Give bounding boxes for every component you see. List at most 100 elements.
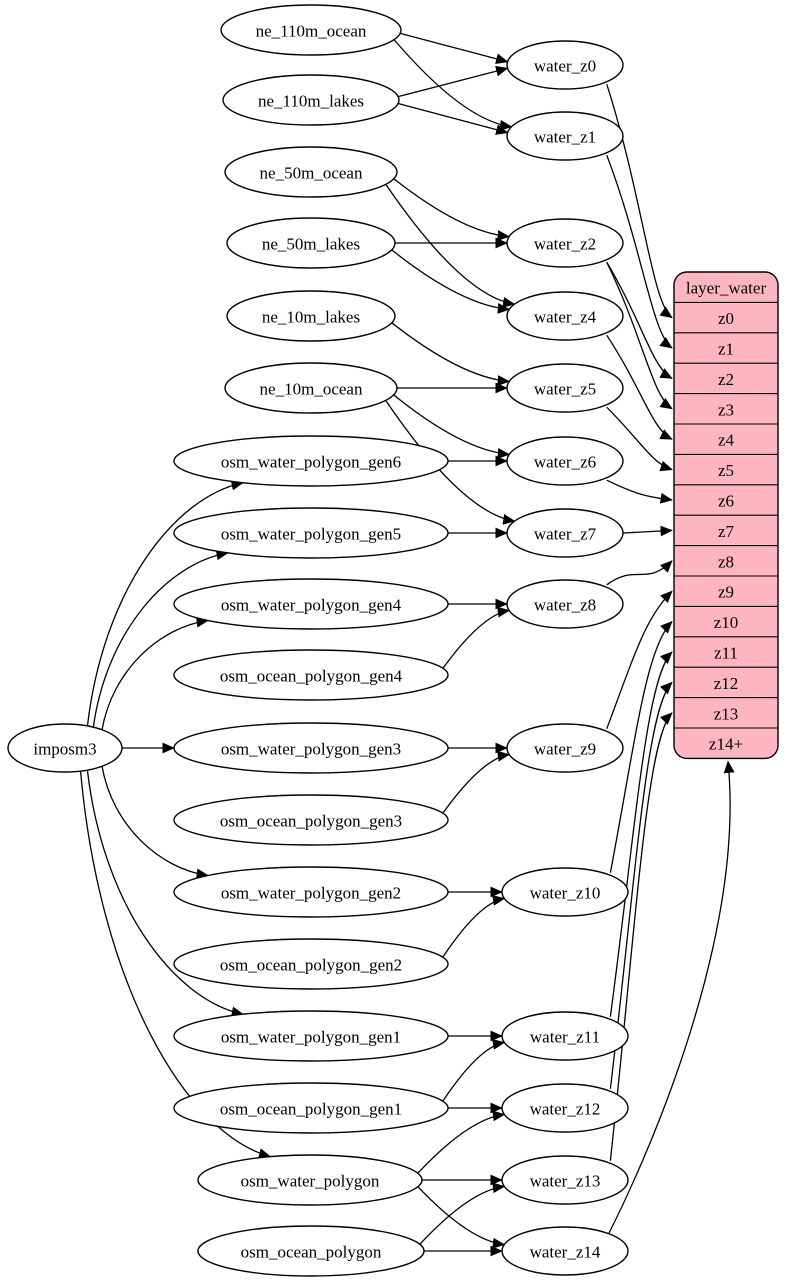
node-ellipse-water_z4 (506, 291, 624, 341)
node-label-osm_ocean_polygon_gen3: osm_ocean_polygon_gen3 (220, 812, 402, 831)
node-label-water_z10: water_z10 (530, 884, 601, 903)
node-ellipse-water_z6 (506, 436, 624, 486)
edge-water_z12-row-z12 (609, 681, 673, 1089)
node-ellipse-ne_50m_ocean (224, 146, 398, 198)
node-ellipse-osm_ocean_polygon_gen4 (173, 649, 449, 701)
node-ellipse-osm_water_polygon_gen2 (173, 866, 449, 918)
edge-ne_50m_lakes-water_z4 (391, 249, 511, 314)
node-ne_50m_ocean: ne_50m_ocean (224, 146, 398, 198)
node-water_z5: water_z5 (506, 363, 624, 413)
node-label-water_z12: water_z12 (530, 1100, 601, 1119)
node-ne_110m_lakes: ne_110m_lakes (222, 74, 400, 126)
record-row-label-z10: z10 (714, 613, 739, 632)
node-label-imposm3: imposm3 (33, 740, 96, 759)
edge-ne_110m_ocean-water_z0 (399, 32, 509, 65)
edge-ne_10m_ocean-water_z7 (385, 400, 516, 525)
node-water_z4: water_z4 (506, 291, 624, 341)
node-ellipse-osm_ocean_polygon (197, 1225, 425, 1277)
node-label-osm_water_polygon_gen4: osm_water_polygon_gen4 (221, 596, 402, 615)
node-ellipse-water_z0 (506, 40, 624, 90)
edge-water_z4-row-z4 (606, 334, 673, 440)
node-osm_water_polygon_gen6: osm_water_polygon_gen6 (173, 435, 449, 487)
node-ellipse-water_z9 (506, 723, 624, 773)
node-ellipse-ne_10m_ocean (224, 362, 398, 414)
record-row-label-z12: z12 (714, 674, 739, 693)
node-label-ne_50m_lakes: ne_50m_lakes (262, 235, 360, 254)
node-ellipse-osm_water_polygon_gen1 (173, 1010, 449, 1062)
edge-ne_50m_ocean-water_z4 (385, 183, 516, 308)
node-label-osm_water_polygon: osm_water_polygon (241, 1172, 380, 1191)
edge-water_z5-row-z5 (606, 406, 673, 472)
edge-water_z2-row-z3 (606, 261, 673, 410)
node-label-water_z13: water_z13 (530, 1172, 601, 1191)
edge-ne_50m_ocean-water_z2 (393, 178, 511, 241)
node-label-ne_110m_ocean: ne_110m_ocean (256, 22, 367, 41)
node-ellipse-ne_110m_lakes (222, 74, 400, 126)
record-row-label-z13: z13 (714, 704, 739, 723)
record-row-label-z2: z2 (718, 370, 734, 389)
node-ellipse-water_z2 (506, 218, 624, 268)
edge-water_z1-row-z1 (606, 154, 673, 349)
node-label-water_z14: water_z14 (530, 1243, 601, 1262)
node-water_z9: water_z9 (506, 723, 624, 773)
node-label-osm_water_polygon_gen2: osm_water_polygon_gen2 (221, 884, 401, 903)
node-water_z13: water_z13 (501, 1155, 629, 1205)
node-osm_water_polygon_gen5: osm_water_polygon_gen5 (173, 507, 449, 559)
node-ellipse-water_z7 (506, 508, 624, 558)
edge-water_z9-row-z9 (606, 590, 673, 730)
node-ellipse-osm_ocean_polygon_gen3 (173, 794, 449, 846)
node-water_z8: water_z8 (506, 579, 624, 629)
node-ellipse-water_z5 (506, 363, 624, 413)
node-water_z1: water_z1 (506, 111, 624, 161)
node-label-water_z2: water_z2 (534, 235, 596, 254)
node-ne_10m_ocean: ne_10m_ocean (224, 362, 398, 414)
node-label-ne_10m_lakes: ne_10m_lakes (262, 308, 360, 327)
edge-imposm3-osm_water_polygon_gen4 (101, 616, 209, 730)
node-osm_ocean_polygon: osm_ocean_polygon (197, 1225, 425, 1277)
edge-water_z13-row-z13 (609, 712, 673, 1161)
record-title: layer_water (686, 279, 767, 298)
edge-imposm3-osm_water_polygon_gen2 (101, 766, 209, 880)
edge-imposm3-osm_water_polygon (79, 771, 272, 1159)
node-ellipse-water_z11 (501, 1011, 629, 1061)
edge-water_z7-row-z7 (622, 525, 673, 537)
node-label-osm_ocean_polygon_gen2: osm_ocean_polygon_gen2 (220, 956, 402, 975)
edge-ne_10m_ocean-water_z6 (393, 394, 511, 459)
node-water_z11: water_z11 (501, 1011, 629, 1061)
node-label-water_z9: water_z9 (534, 740, 596, 759)
node-label-ne_110m_lakes: ne_110m_lakes (258, 92, 364, 111)
node-label-osm_ocean_polygon_gen1: osm_ocean_polygon_gen1 (220, 1100, 402, 1119)
node-label-water_z0: water_z0 (534, 57, 596, 76)
edge-water_z11-row-z11 (609, 651, 673, 1017)
node-water_z10: water_z10 (501, 867, 629, 917)
node-ellipse-osm_ocean_polygon_gen2 (173, 938, 449, 990)
node-label-osm_water_polygon_gen1: osm_water_polygon_gen1 (221, 1028, 401, 1047)
node-label-osm_ocean_polygon: osm_ocean_polygon (241, 1243, 382, 1262)
node-ellipse-ne_110m_ocean (220, 4, 402, 56)
edge-ne_10m_lakes-water_z5 (391, 322, 511, 386)
node-osm_water_polygon: osm_water_polygon (197, 1154, 423, 1206)
record-row-label-z9: z9 (718, 583, 734, 602)
node-ellipse-osm_water_polygon_gen4 (173, 578, 449, 630)
node-ellipse-water_z10 (501, 867, 629, 917)
node-water_z12: water_z12 (501, 1083, 629, 1133)
node-ellipse-osm_water_polygon_gen5 (173, 507, 449, 559)
edge-osm_ocean_polygon-water_z13 (419, 1182, 506, 1245)
node-ellipse-osm_ocean_polygon_gen1 (173, 1082, 449, 1134)
edge-osm_ocean_polygon_gen2-water_z10 (442, 894, 506, 958)
node-ne_10m_lakes: ne_10m_lakes (226, 290, 396, 342)
node-label-ne_10m_ocean: ne_10m_ocean (260, 380, 363, 399)
edge-imposm3-osm_water_polygon_gen6 (86, 479, 244, 727)
record-row-label-z3: z3 (718, 400, 734, 419)
node-label-water_z6: water_z6 (534, 453, 596, 472)
edge-osm_ocean_polygon_gen4-water_z8 (442, 606, 510, 669)
edge-osm_ocean_polygon_gen3-water_z9 (442, 750, 511, 814)
node-ellipse-ne_10m_lakes (226, 290, 396, 342)
node-ellipse-water_z8 (506, 579, 624, 629)
node-water_z14: water_z14 (501, 1226, 629, 1276)
node-ellipse-water_z12 (501, 1083, 629, 1133)
edge-water_z6-row-z6 (606, 479, 673, 504)
edge-imposm3-osm_water_polygon_gen1 (86, 769, 245, 1018)
node-water_z7: water_z7 (506, 508, 624, 558)
